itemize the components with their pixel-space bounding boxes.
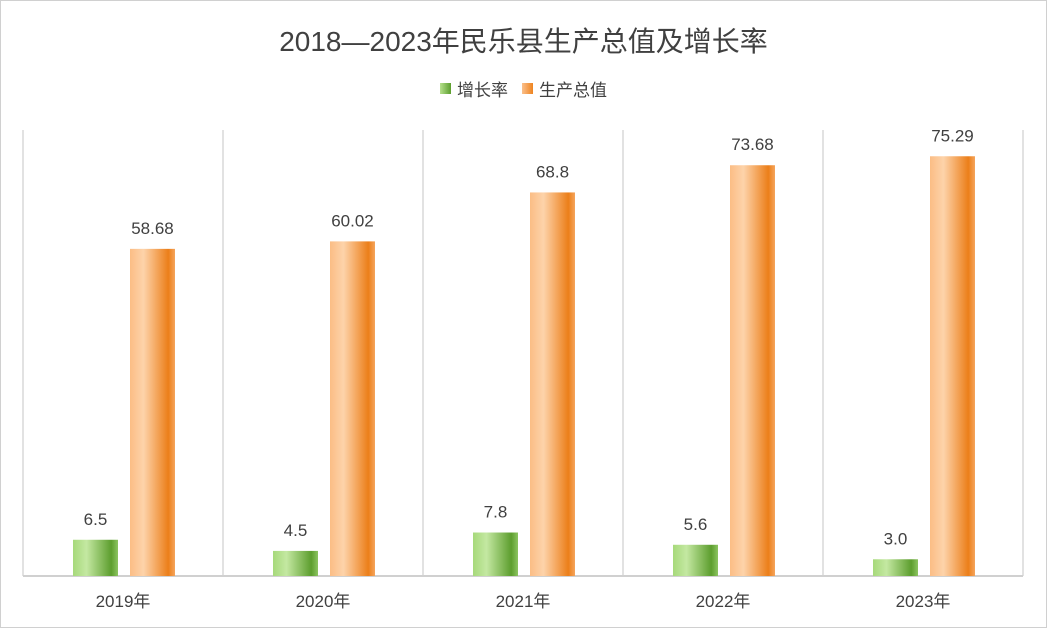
data-label: 60.02 <box>331 211 374 230</box>
data-label: 3.0 <box>884 529 908 548</box>
x-tick-label: 2019年 <box>96 592 151 611</box>
growth-rate-bar <box>273 550 318 576</box>
x-tick-label: 2023年 <box>896 592 951 611</box>
legend-swatch-green <box>440 83 451 94</box>
x-tick-label: 2022年 <box>696 592 751 611</box>
data-label: 6.5 <box>84 510 108 529</box>
gdp-bar <box>930 156 975 577</box>
gdp-bar <box>530 192 575 576</box>
gdp-bar <box>330 241 375 577</box>
legend: 增长率 生产总值 <box>0 76 1047 101</box>
chart-title: 2018—2023年民乐县生产总值及增长率 <box>279 26 768 57</box>
data-label: 75.29 <box>931 126 974 145</box>
growth-rate-bar <box>673 544 718 576</box>
data-label: 68.8 <box>536 162 569 181</box>
data-label: 58.68 <box>131 219 174 238</box>
growth-rate-bar <box>73 539 118 576</box>
growth-rate-bar <box>473 532 518 576</box>
legend-label: 生产总值 <box>539 81 607 100</box>
data-label: 73.68 <box>731 135 774 154</box>
x-tick-label: 2021年 <box>496 592 551 611</box>
gdp-bar <box>130 248 175 576</box>
gdp-bar <box>730 165 775 576</box>
data-label: 4.5 <box>284 521 308 540</box>
legend-swatch-orange <box>522 83 533 94</box>
legend-item-gdp: 生产总值 <box>522 76 607 101</box>
data-label: 7.8 <box>484 503 508 522</box>
x-tick-label: 2020年 <box>296 592 351 611</box>
data-label: 5.6 <box>684 515 708 534</box>
legend-label: 增长率 <box>457 81 508 100</box>
legend-item-growth: 增长率 <box>440 76 508 101</box>
growth-rate-bar <box>873 559 918 576</box>
